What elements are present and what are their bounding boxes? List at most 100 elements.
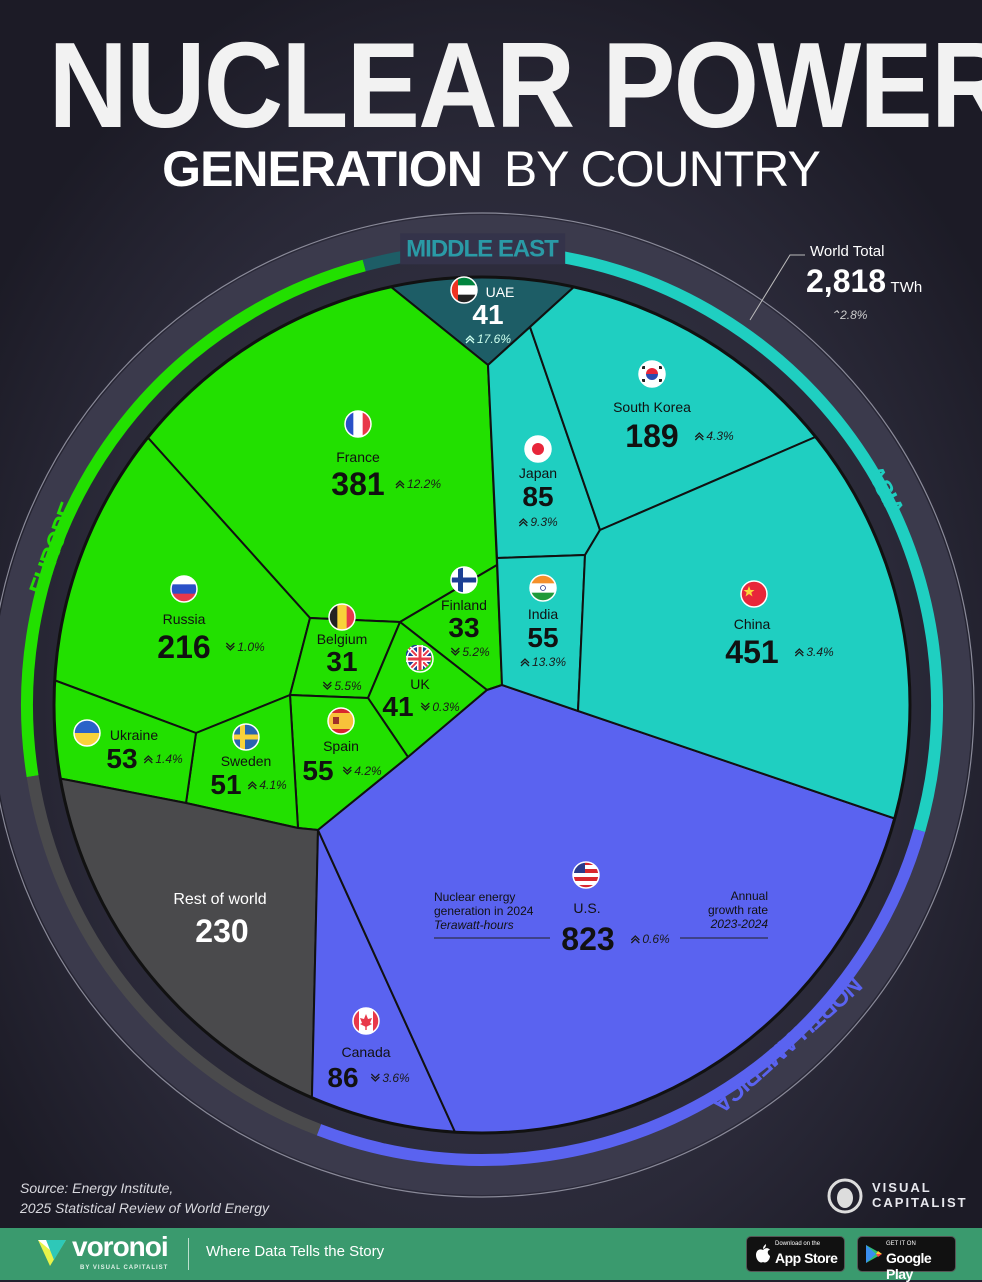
brand-line2: CAPITALIST — [872, 1195, 968, 1210]
growth-value: 3.6% — [382, 1071, 410, 1085]
chevron-double-up-icon — [630, 935, 640, 944]
label-france-name: France — [336, 449, 380, 465]
growth-value: 4.1% — [259, 778, 287, 792]
label-spain-growth: 4.2% — [342, 764, 382, 778]
label-uae-name: UAE — [485, 284, 515, 300]
world-total-unit: TWh — [890, 279, 923, 296]
growth-value: 17.6% — [476, 332, 512, 346]
growth-value: 0.3% — [432, 700, 460, 714]
chevron-double-up-icon — [247, 781, 257, 790]
divider — [188, 1238, 189, 1270]
chevron-double-down-icon — [450, 647, 460, 656]
belgium-flag-icon-graphic — [328, 603, 356, 631]
annotation-right: Annual growth rate 2023-2024 — [688, 889, 768, 931]
label-japan-name: Japan — [518, 465, 558, 481]
china-flag-icon-graphic — [740, 580, 768, 608]
label-china-growth: 3.4% — [794, 645, 834, 659]
spain-flag-icon-graphic — [327, 707, 355, 735]
world-total-number: 2,818 — [806, 263, 887, 299]
label-china-name: China — [733, 616, 771, 632]
chevron-double-down-icon — [342, 766, 352, 775]
footer: voronoi BY VISUAL CAPITALIST Where Data … — [0, 1228, 982, 1282]
tagline: Where Data Tells the Story — [206, 1243, 385, 1260]
canada-flag-icon — [352, 1007, 380, 1039]
label-belgium-name: Belgium — [316, 631, 368, 647]
russia-flag-icon-graphic — [170, 575, 198, 603]
title-light: BY COUNTRY — [503, 141, 821, 197]
chevron-double-down-icon — [370, 1073, 380, 1082]
google-play-label: Google Play — [886, 1250, 932, 1282]
canada-flag-icon-graphic — [352, 1007, 380, 1035]
label-china-value: 451 — [725, 634, 779, 670]
label-u-s--name: U.S. — [573, 900, 601, 916]
growth-value: 13.3% — [531, 655, 567, 669]
google-play-button[interactable]: GET IT ON Google Play — [857, 1236, 956, 1282]
uae-flag-icon — [450, 276, 478, 308]
title-line1: NUCLEAR POWER — [48, 17, 982, 153]
region-label-backdrop — [400, 233, 566, 265]
outer-thin-ring — [0, 212, 975, 1198]
us-flag-icon — [572, 861, 600, 893]
chevron-double-up-icon — [520, 658, 530, 667]
finland-flag-icon — [450, 566, 478, 598]
label-russia-growth: 1.0% — [225, 641, 265, 653]
label-finland-growth: 5.2% — [450, 646, 490, 658]
visual-capitalist-icon — [827, 1178, 863, 1214]
growth-value: 3.4% — [806, 645, 834, 659]
south-korea-flag-icon — [638, 360, 666, 392]
chevron-double-up-icon — [794, 648, 804, 657]
region-arc-europe — [21, 259, 366, 778]
sweden-flag-icon — [232, 723, 260, 755]
chevron-double-up-icon — [465, 335, 475, 344]
growth-value: 0.6% — [642, 932, 670, 946]
source: Source: Energy Institute, 2025 Statistic… — [20, 1178, 269, 1218]
voronoi-logo-sub: BY VISUAL CAPITALIST — [80, 1265, 169, 1271]
russia-flag-icon — [170, 575, 198, 607]
india-flag-icon-graphic — [529, 574, 557, 602]
japan-flag-icon — [524, 435, 552, 467]
growth-value: 4.2% — [354, 764, 382, 778]
france-flag-icon — [344, 410, 372, 442]
label-uae-growth: 17.6% — [465, 333, 511, 345]
label-canada-value: 86 — [327, 1062, 359, 1093]
source-line1: Source: Energy Institute, — [20, 1180, 174, 1196]
label-spain-value: 55 — [302, 755, 334, 786]
growth-value: 4.3% — [706, 429, 734, 443]
world-total-growth: ⌃2.8% — [830, 308, 868, 322]
chevron-double-up-icon — [694, 432, 704, 441]
label-spain-name: Spain — [323, 738, 359, 754]
label-sweden-growth: 4.1% — [247, 778, 287, 792]
ukraine-flag-icon — [73, 719, 101, 751]
world-total-value: 2,818 TWh — [806, 263, 923, 299]
finland-flag-icon-graphic — [450, 566, 478, 594]
app-store-button[interactable]: Download on the App Store — [746, 1236, 845, 1272]
voronoi-logo[interactable]: voronoi — [72, 1231, 169, 1262]
world-total-label: World Total — [810, 243, 885, 260]
google-play-icon — [866, 1245, 882, 1263]
label-south-korea-value: 189 — [625, 418, 679, 454]
world-total-growth-value: 2.8% — [840, 308, 868, 322]
label-uk-value: 41 — [382, 691, 414, 722]
label-finland-name: Finland — [441, 597, 487, 613]
source-line2: 2025 Statistical Review of World Energy — [20, 1200, 269, 1216]
chevron-double-up-icon — [395, 480, 405, 489]
france-flag-icon-graphic — [344, 410, 372, 438]
label-rest-of-world-value: 230 — [195, 913, 249, 949]
growth-value: 1.4% — [155, 752, 183, 766]
label-uk-growth: 0.3% — [420, 700, 460, 714]
south-korea-flag-icon-graphic — [638, 360, 666, 388]
chevron-double-down-icon — [322, 681, 332, 690]
spain-flag-icon — [327, 707, 355, 739]
label-sweden-value: 51 — [210, 769, 242, 800]
chevron-double-down-icon — [225, 642, 235, 651]
growth-value: 5.5% — [334, 679, 362, 693]
label-uk-name: UK — [410, 676, 430, 692]
title-bold: GENERATION — [162, 141, 483, 197]
region-arc-north-america — [316, 828, 926, 1166]
region-arc-rest-of-world — [26, 775, 322, 1136]
label-russia-name: Russia — [162, 611, 206, 627]
label-finland-value: 33 — [448, 612, 480, 643]
annotation-right-2: growth rate — [707, 903, 768, 917]
chevron-up-icon: ⌃ — [830, 308, 841, 322]
